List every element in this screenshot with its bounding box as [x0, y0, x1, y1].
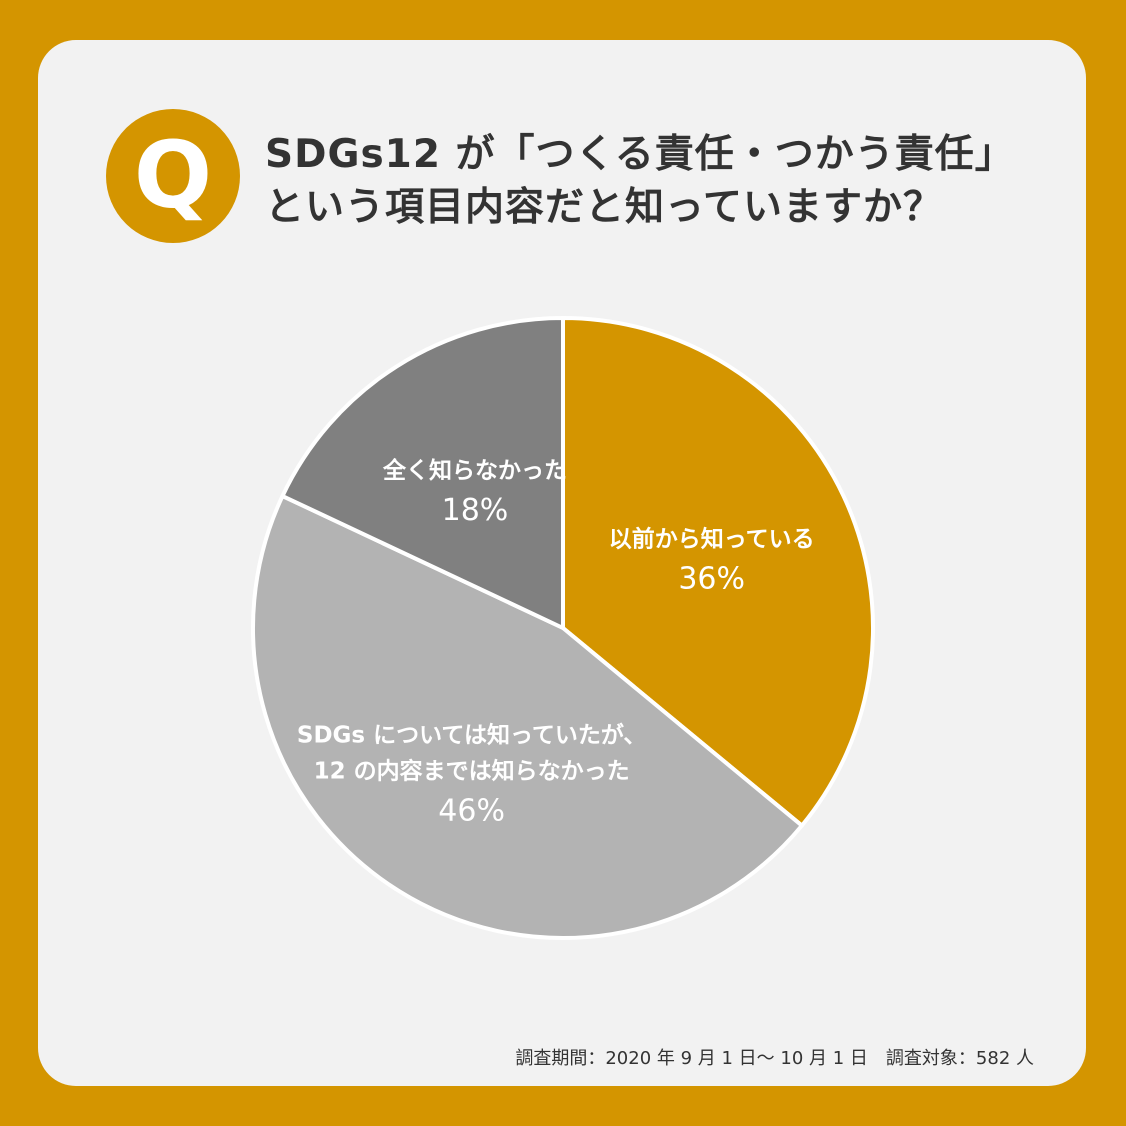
pie-slice-1 [561, 316, 875, 828]
slice-1-label-line-1: 以前から知っている [609, 526, 815, 553]
question-title-line-2: という項目内容だと知っていますか？ [265, 185, 944, 230]
survey-footnote: 調査期間：2020 年 9 月 1 日〜 10 月 1 日 調査対象：582 人 [515, 1048, 1034, 1069]
slice-3-label-line-1: 全く知らなかった [382, 457, 567, 484]
question-title-line-1: SDGs12 が「つくる責任・つかう責任」 [265, 132, 1015, 177]
pie-slice-3 [280, 316, 565, 630]
pie-slice-2 [251, 494, 804, 940]
slice-3-percent-label: 18% [442, 493, 509, 528]
slice-2-percent-label: 46% [438, 793, 505, 828]
slice-2-label-line-1: SDGs については知っていたが、 [297, 721, 646, 748]
slice-2-label-line-2: 12 の内容までは知らなかった [314, 757, 630, 784]
slice-1-percent-label: 36% [678, 562, 745, 597]
question-title: SDGs12 が「つくる責任・つかう責任」 という項目内容だと知っていますか？ [265, 128, 1065, 234]
slice-labels: 以前から知っている 36% SDGs については知っていたが、 12 の内容までは知ら… [297, 457, 815, 829]
q-badge-icon: Q [106, 109, 240, 243]
